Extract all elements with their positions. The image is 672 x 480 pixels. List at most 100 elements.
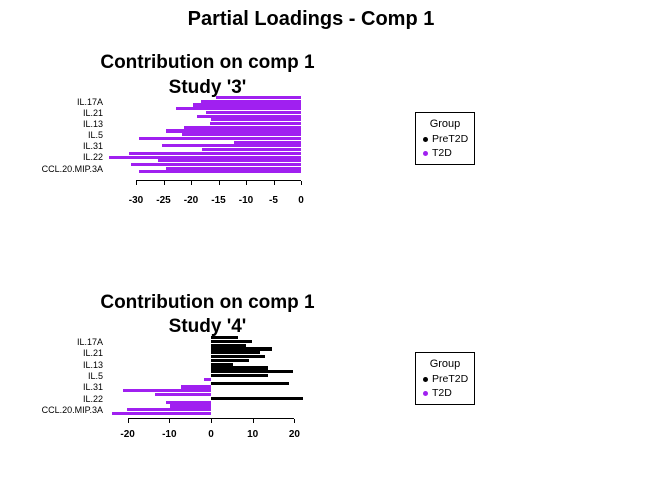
- bar: [211, 351, 260, 355]
- x-axis-tick-label: -20: [183, 195, 199, 206]
- bar: [215, 96, 301, 100]
- x-axis-tick-label: -10: [162, 429, 177, 440]
- legend-box: Group PreT2D T2D: [415, 352, 475, 405]
- x-axis-tick: [163, 181, 165, 185]
- bar: [211, 347, 273, 351]
- bar: [211, 118, 301, 122]
- bar: [126, 408, 211, 412]
- x-axis-tick-label: 0: [298, 195, 304, 206]
- legend-item-label: T2D: [432, 387, 452, 399]
- legend-item-label: T2D: [432, 147, 452, 159]
- category-label: IL.21: [82, 107, 103, 118]
- bar: [138, 136, 301, 140]
- page-title: Partial Loadings - Comp 1: [187, 8, 435, 30]
- legend-item-label: PreT2D: [432, 133, 469, 145]
- bar: [200, 99, 301, 103]
- x-axis-tick-label: -15: [211, 195, 226, 206]
- bar: [233, 140, 301, 144]
- bar: [211, 396, 304, 401]
- bar: [170, 404, 211, 408]
- bar: [211, 370, 294, 374]
- bar: [138, 170, 301, 174]
- category-label: IL.13: [82, 118, 103, 129]
- x-axis-tick: [136, 181, 137, 185]
- legend-item-dot: [423, 391, 428, 396]
- bar: [109, 155, 301, 159]
- bar: [166, 129, 301, 133]
- bar: [155, 393, 211, 397]
- x-axis-tick-label: 10: [247, 429, 259, 440]
- x-axis-tick: [127, 419, 129, 423]
- x-axis-line: [127, 418, 295, 419]
- x-axis-tick-label: 0: [208, 429, 214, 440]
- x-axis-tick: [294, 419, 296, 423]
- legend-box: Group PreT2D T2D: [415, 112, 475, 165]
- x-axis-tick-label: -25: [156, 195, 171, 206]
- bar: [128, 151, 301, 155]
- x-axis-tick: [301, 181, 302, 185]
- category-label: IL.5: [87, 370, 103, 381]
- x-axis-tick: [246, 181, 247, 185]
- bar: [211, 362, 234, 366]
- bar: [211, 336, 239, 340]
- category-label: IL.17A: [76, 336, 103, 347]
- x-axis-tick: [252, 419, 254, 423]
- x-axis-line: [136, 180, 301, 181]
- category-label: IL.5: [87, 130, 103, 141]
- bar: [165, 400, 211, 404]
- bar: [111, 412, 211, 416]
- x-axis-tick-label: -20: [120, 429, 135, 440]
- bar: [211, 374, 269, 378]
- x-axis-tick: [211, 419, 212, 423]
- bar: [180, 385, 211, 389]
- bar: [131, 162, 301, 167]
- legend-title: Group: [429, 358, 461, 370]
- legend-item-dot: [423, 137, 428, 142]
- bar: [197, 114, 301, 118]
- bar: [211, 366, 269, 370]
- bar: [205, 110, 301, 114]
- x-axis-tick: [169, 419, 171, 423]
- bar: [211, 358, 249, 363]
- bar: [211, 343, 246, 347]
- bar: [182, 133, 301, 137]
- bar: [183, 125, 301, 129]
- category-label: IL.21: [82, 348, 103, 359]
- category-label: IL.31: [82, 141, 103, 152]
- x-axis-tick-label: -5: [269, 195, 278, 206]
- legend-item-label: PreT2D: [432, 373, 469, 385]
- category-label: IL.22: [82, 152, 103, 163]
- category-label: IL.13: [82, 359, 103, 370]
- chart-title: Contribution on comp 1: [100, 52, 315, 73]
- category-label: CCL.20.MIP.3A: [41, 163, 103, 174]
- x-axis-tick: [218, 181, 220, 185]
- bar: [123, 389, 211, 393]
- bar: [165, 166, 301, 170]
- bar: [211, 339, 252, 344]
- bar: [203, 377, 211, 382]
- chart-title: Contribution on comp 1: [100, 292, 315, 313]
- bar: [211, 355, 265, 359]
- chart-subtitle: Study '4': [168, 316, 247, 337]
- category-label: IL.22: [82, 393, 103, 404]
- bar: [158, 159, 301, 163]
- x-axis-tick: [273, 181, 275, 185]
- x-axis-tick: [191, 181, 192, 185]
- x-axis-tick-label: -10: [238, 195, 254, 206]
- category-label: IL.31: [82, 382, 103, 393]
- bar: [161, 144, 301, 148]
- chart-subtitle: Study '3': [168, 77, 247, 98]
- legend-item-dot: [423, 377, 428, 382]
- bar: [210, 122, 301, 126]
- bar: [211, 381, 290, 385]
- legend-item-dot: [423, 151, 428, 156]
- bar: [193, 103, 301, 107]
- bar: [202, 148, 301, 152]
- x-axis-tick-label: 20: [288, 429, 300, 440]
- legend-title: Group: [429, 118, 461, 130]
- category-label: CCL.20.MIP.3A: [41, 405, 103, 416]
- bar: [176, 107, 301, 111]
- x-axis-tick-label: -30: [128, 195, 144, 206]
- category-label: IL.17A: [76, 96, 103, 107]
